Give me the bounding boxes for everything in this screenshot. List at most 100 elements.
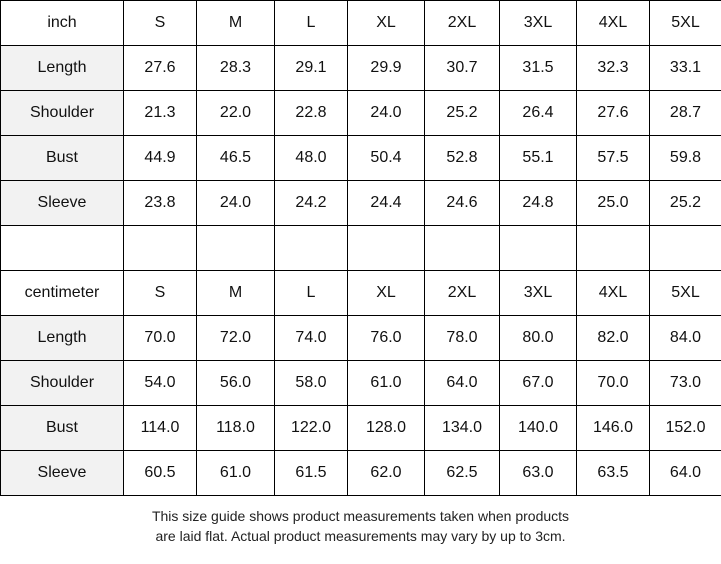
measure-row: Shoulder 21.3 22.0 22.8 24.0 25.2 26.4 27.6 28.7 [0, 90, 721, 136]
measure-value: 27.6 [123, 45, 197, 91]
empty-cell [0, 225, 124, 271]
measure-label: Length [0, 315, 124, 361]
size-header: 5XL [649, 270, 721, 316]
measure-value: 74.0 [274, 315, 348, 361]
measure-value: 54.0 [123, 360, 197, 406]
note-line: This size guide shows product measuremen… [151, 508, 570, 524]
measure-value: 63.5 [576, 450, 650, 496]
measure-row: Bust 44.9 46.5 48.0 50.4 52.8 55.1 57.5 59.8 [0, 135, 721, 181]
empty-cell [196, 225, 275, 271]
measure-value: 58.0 [274, 360, 348, 406]
measure-value: 21.3 [123, 90, 197, 136]
measure-value: 28.7 [649, 90, 721, 136]
measure-value: 152.0 [649, 405, 721, 451]
size-header: S [123, 0, 197, 46]
size-table: inch S M L XL 2XL 3XL 4XL 5XL Length 27.6 28.3 29.1 2… [0, 0, 721, 496]
size-header: XL [347, 270, 425, 316]
measure-value: 28.3 [196, 45, 275, 91]
size-header: 4XL [576, 0, 650, 46]
measure-label: Sleeve [0, 450, 124, 496]
measure-row: Length 70.0 72.0 74.0 76.0 78.0 80.0 82.0 84.0 [0, 315, 721, 361]
measure-value: 24.0 [347, 90, 425, 136]
size-header: M [196, 0, 275, 46]
measure-value: 24.0 [196, 180, 275, 226]
note-line: are laid flat. Actual product measuremen… [155, 528, 566, 544]
measure-label: Bust [0, 405, 124, 451]
measure-value: 61.5 [274, 450, 348, 496]
measure-value: 84.0 [649, 315, 721, 361]
measure-value: 128.0 [347, 405, 425, 451]
empty-cell [424, 225, 500, 271]
measure-value: 25.0 [576, 180, 650, 226]
measure-value: 70.0 [123, 315, 197, 361]
measure-value: 46.5 [196, 135, 275, 181]
measure-label: Shoulder [0, 360, 124, 406]
measure-value: 146.0 [576, 405, 650, 451]
measure-value: 80.0 [499, 315, 577, 361]
table-body: inch S M L XL 2XL 3XL 4XL 5XL Length 27.6 28.3 29.1 2… [0, 0, 721, 496]
unit-header: inch [0, 0, 124, 46]
empty-cell [347, 225, 425, 271]
measure-value: 60.5 [123, 450, 197, 496]
measure-row: Sleeve 23.8 24.0 24.2 24.4 24.6 24.8 25.0 25.2 [0, 180, 721, 226]
measure-value: 82.0 [576, 315, 650, 361]
size-header: L [274, 0, 348, 46]
unit-header: centimeter [0, 270, 124, 316]
measure-value: 48.0 [274, 135, 348, 181]
measure-value: 29.1 [274, 45, 348, 91]
note: This size guide shows product measuremen… [0, 496, 721, 546]
measure-value: 52.8 [424, 135, 500, 181]
empty-cell [274, 225, 348, 271]
measure-value: 67.0 [499, 360, 577, 406]
measure-value: 122.0 [274, 405, 348, 451]
measure-label: Sleeve [0, 180, 124, 226]
measure-value: 140.0 [499, 405, 577, 451]
empty-cell [499, 225, 577, 271]
measure-row: Length 27.6 28.3 29.1 29.9 30.7 31.5 32.3 33.1 [0, 45, 721, 91]
empty-cell [123, 225, 197, 271]
measure-value: 24.6 [424, 180, 500, 226]
measure-value: 31.5 [499, 45, 577, 91]
size-header: 5XL [649, 0, 721, 46]
measure-value: 25.2 [649, 180, 721, 226]
measure-value: 24.4 [347, 180, 425, 226]
measure-value: 64.0 [424, 360, 500, 406]
measure-value: 29.9 [347, 45, 425, 91]
header-row: inch S M L XL 2XL 3XL 4XL 5XL [0, 0, 721, 46]
empty-cell [576, 225, 650, 271]
measure-value: 76.0 [347, 315, 425, 361]
measure-value: 57.5 [576, 135, 650, 181]
size-header: 2XL [424, 270, 500, 316]
measure-value: 22.0 [196, 90, 275, 136]
measure-value: 50.4 [347, 135, 425, 181]
measure-value: 24.8 [499, 180, 577, 226]
measure-value: 24.2 [274, 180, 348, 226]
measure-value: 25.2 [424, 90, 500, 136]
spacer-row [0, 225, 721, 271]
header-row: centimeter S M L XL 2XL 3XL 4XL 5XL [0, 270, 721, 316]
measure-value: 26.4 [499, 90, 577, 136]
size-header: S [123, 270, 197, 316]
measure-row: Bust 114.0 118.0 122.0 128.0 134.0 140.0 146.0 1… [0, 405, 721, 451]
size-header: 3XL [499, 0, 577, 46]
measure-value: 55.1 [499, 135, 577, 181]
measure-value: 62.0 [347, 450, 425, 496]
measure-value: 32.3 [576, 45, 650, 91]
measure-value: 134.0 [424, 405, 500, 451]
size-header: 4XL [576, 270, 650, 316]
measure-value: 78.0 [424, 315, 500, 361]
measure-value: 114.0 [123, 405, 197, 451]
measure-value: 64.0 [649, 450, 721, 496]
measure-label: Length [0, 45, 124, 91]
measure-value: 27.6 [576, 90, 650, 136]
measure-value: 56.0 [196, 360, 275, 406]
measure-label: Shoulder [0, 90, 124, 136]
measure-row: Shoulder 54.0 56.0 58.0 61.0 64.0 67.0 70.0 73.0 [0, 360, 721, 406]
size-header: M [196, 270, 275, 316]
measure-value: 22.8 [274, 90, 348, 136]
empty-cell [649, 225, 721, 271]
measure-value: 73.0 [649, 360, 721, 406]
measure-value: 61.0 [196, 450, 275, 496]
measure-row: Sleeve 60.5 61.0 61.5 62.0 62.5 63.0 63.5 64.0 [0, 450, 721, 496]
